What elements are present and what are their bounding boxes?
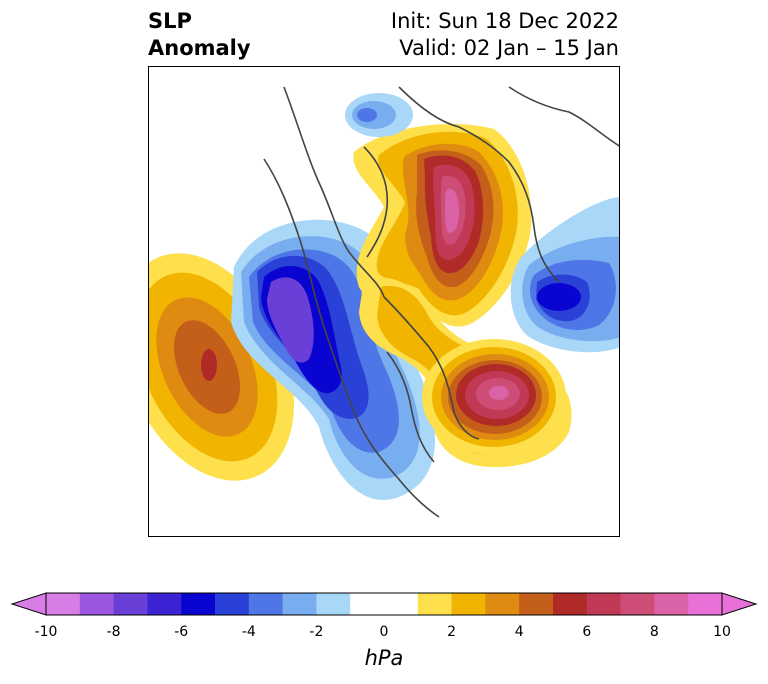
colorbar-tick-label: 8 <box>649 624 659 640</box>
anomaly-map <box>149 86 619 518</box>
colorbar-segment <box>147 593 182 615</box>
colorbar-tick-label: -10 <box>34 624 58 640</box>
colorbar-unit-label: hPa <box>364 646 404 670</box>
colorbar-tick-label: 4 <box>514 624 524 640</box>
asia-low-anomaly <box>345 93 413 137</box>
colorbar <box>10 592 758 616</box>
colorbar-segment <box>350 593 419 615</box>
colorbar-segment <box>181 593 216 615</box>
colorbar-segment <box>519 593 554 615</box>
colorbar-tick-label: 6 <box>582 624 592 640</box>
title-line-1: SLP <box>148 9 192 33</box>
colorbar-tick-label: 10 <box>713 624 731 640</box>
colorbar-segment <box>248 593 284 615</box>
colorbar-segment <box>586 593 622 615</box>
colorbar-segment <box>215 593 250 615</box>
colorbar-segment <box>654 593 689 615</box>
colorbar-extend-low <box>10 592 47 616</box>
colorbar-segment <box>79 593 115 615</box>
colorbar-tick-label: 2 <box>447 624 457 640</box>
colorbar-extend-high <box>721 592 758 616</box>
colorbar-segment <box>688 593 723 615</box>
colorbar-tick-label: 0 <box>379 624 389 640</box>
title-line-2: Anomaly <box>148 36 251 60</box>
europe-low-anomaly <box>510 197 619 353</box>
map-subtitle: Init: Sun 18 Dec 2022 Valid: 02 Jan – 15… <box>391 8 619 62</box>
colorbar-segment <box>282 593 317 615</box>
colorbar-segment <box>451 593 486 615</box>
map-panel <box>148 66 620 537</box>
colorbar-tick-label: -6 <box>174 624 189 640</box>
colorbar-tick-label: -8 <box>106 624 121 640</box>
colorbar-segment <box>553 593 588 615</box>
init-date-label: Init: Sun 18 Dec 2022 <box>390 9 619 33</box>
colorbar-segment <box>316 593 351 615</box>
colorbar-tick-label: -4 <box>241 624 256 640</box>
colorbar-border <box>45 592 723 616</box>
coastlines <box>263 86 619 518</box>
colorbar-segment <box>620 593 655 615</box>
colorbar-segment <box>485 593 520 615</box>
colorbar-segment <box>417 593 453 615</box>
colorbar-tick-label: -2 <box>309 624 324 640</box>
valid-range-label: Valid: 02 Jan – 15 Jan <box>399 36 619 60</box>
arctic-high-anomaly <box>353 123 532 327</box>
colorbar-segment <box>113 593 148 615</box>
map-title: SLP Anomaly <box>148 8 251 62</box>
atlantic-high-anomaly <box>422 339 566 455</box>
colorbar-segment <box>46 593 81 615</box>
